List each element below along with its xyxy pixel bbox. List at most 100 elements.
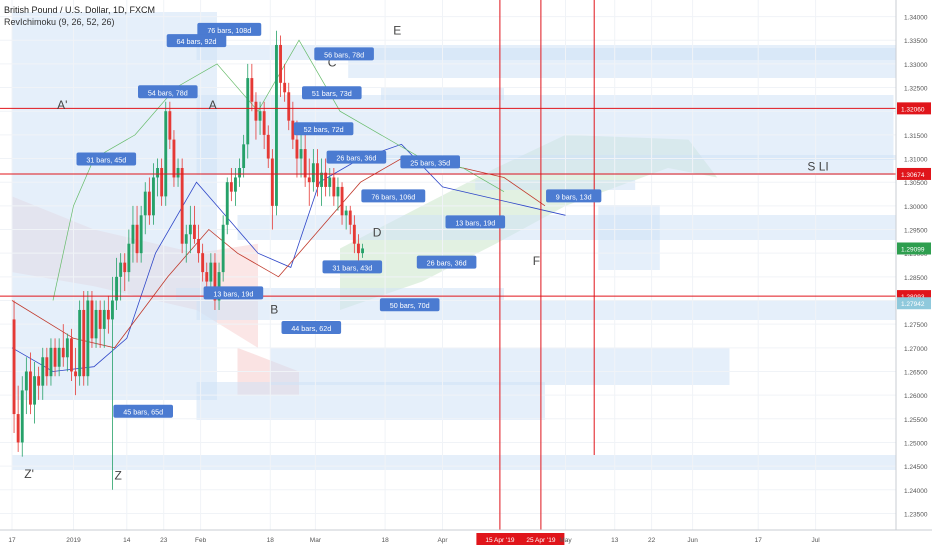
measure-box <box>340 155 896 160</box>
candle-body <box>217 272 221 301</box>
price-tick-label: 1.29500 <box>904 228 928 235</box>
time-tick-label: 14 <box>123 537 131 544</box>
symbol-title: British Pound / U.S. Dollar, 1D, FXCM <box>4 5 156 15</box>
price-tick-label: 1.26000 <box>904 393 928 400</box>
time-tick-label: 2019 <box>66 537 81 544</box>
bar-label: 13 bars, 19d <box>455 218 495 227</box>
bar-label-bg <box>197 22 262 36</box>
bar-label-bg <box>314 47 374 61</box>
candle-body <box>135 224 139 254</box>
price-tick-label: 1.30500 <box>904 180 928 187</box>
bar-label: 25 bars, 35d <box>410 158 450 167</box>
candle-body <box>78 309 82 377</box>
tenkan-line <box>11 143 566 372</box>
candle-body <box>229 182 233 192</box>
price-tick-label: 1.31000 <box>904 157 928 164</box>
bar-label: 26 bars, 36d <box>427 259 467 268</box>
candle-body <box>246 78 250 145</box>
price-label-bg <box>897 102 931 115</box>
bar-label-bg <box>76 152 137 166</box>
candle-body <box>238 167 241 178</box>
candle-body <box>316 163 319 187</box>
bar-label-bg <box>379 298 440 312</box>
time-tick-label: Mar <box>310 537 322 544</box>
candle-body <box>184 234 188 244</box>
wave-label: A <box>209 98 217 112</box>
wave-label: D <box>373 226 382 240</box>
candle-body <box>16 414 20 443</box>
candle-body <box>143 191 147 216</box>
price-label: 1.30674 <box>901 172 925 179</box>
candle-body <box>152 177 155 216</box>
candle-body <box>119 262 123 277</box>
candle-body <box>131 224 135 244</box>
candle-body <box>328 177 332 187</box>
wave-label: C <box>328 55 337 69</box>
candle-body <box>37 376 41 386</box>
bar-label-bg <box>546 189 602 203</box>
candle-body <box>254 101 258 121</box>
candle-body <box>287 92 291 121</box>
bar-label: 51 bars, 73d <box>312 89 352 98</box>
price-tick-label: 1.24000 <box>904 488 928 495</box>
measure-box <box>12 455 896 470</box>
price-label-bg <box>897 167 931 180</box>
bar-label-bg <box>400 155 460 169</box>
wave-label: E <box>393 24 401 38</box>
time-highlight-bg <box>517 533 565 545</box>
price-tick-label: 1.25000 <box>904 440 928 447</box>
candle-body <box>283 82 287 93</box>
candle-body <box>70 338 73 372</box>
candle-body <box>168 111 172 140</box>
bar-label: 26 bars, 36d <box>336 154 376 163</box>
time-tick-label: 22 <box>648 537 656 544</box>
wave-label: A' <box>57 98 67 112</box>
bar-label: 64 bars, 92d <box>177 37 217 46</box>
bar-label: 9 bars, 13d <box>556 192 592 201</box>
measure-box <box>196 382 545 420</box>
price-label: 1.32060 <box>901 106 925 113</box>
candle-body <box>90 300 94 339</box>
bar-label: 13 bars, 19d <box>213 289 253 298</box>
candle-body <box>65 338 69 358</box>
measure-box <box>237 215 896 240</box>
time-tick-label: Jul <box>811 537 820 544</box>
candle-body <box>262 111 266 135</box>
candle-body <box>357 243 360 254</box>
candle-body <box>20 390 24 443</box>
candle-body <box>160 167 164 197</box>
candle-body <box>82 309 86 377</box>
candle-body <box>49 347 53 377</box>
candle-body <box>279 44 282 83</box>
candle-body <box>352 224 356 244</box>
candle-body <box>340 186 344 216</box>
bar-label: 54 bars, 78d <box>148 88 188 97</box>
candle-body <box>213 262 217 301</box>
measure-box <box>475 180 636 190</box>
candle-body <box>348 210 352 225</box>
bar-label-bg <box>302 86 362 100</box>
candle-body <box>147 191 151 216</box>
price-tick-label: 1.28500 <box>904 275 928 282</box>
candle-body <box>336 186 340 197</box>
measure-box <box>598 205 660 270</box>
candle-body <box>361 248 364 254</box>
candle-body <box>172 139 176 178</box>
bar-label: 31 bars, 43d <box>332 263 372 272</box>
candle-body <box>57 347 61 367</box>
candle-body <box>234 177 237 192</box>
price-tick-label: 1.24500 <box>904 464 928 471</box>
price-tick-label: 1.25500 <box>904 417 928 424</box>
price-tick-label: 1.32500 <box>904 86 928 93</box>
candle-body <box>61 347 65 358</box>
candle-body <box>111 300 114 320</box>
candle-body <box>324 172 328 187</box>
chart-header: British Pound / U.S. Dollar, 1D, FXCM Re… <box>4 4 155 28</box>
candle-body <box>242 144 246 168</box>
bar-label-bg <box>326 150 387 164</box>
wave-label: S LI <box>807 159 828 173</box>
candle-body <box>102 309 106 329</box>
price-tick-label: 1.31500 <box>904 133 928 140</box>
bar-label: 56 bars, 78d <box>324 50 364 59</box>
